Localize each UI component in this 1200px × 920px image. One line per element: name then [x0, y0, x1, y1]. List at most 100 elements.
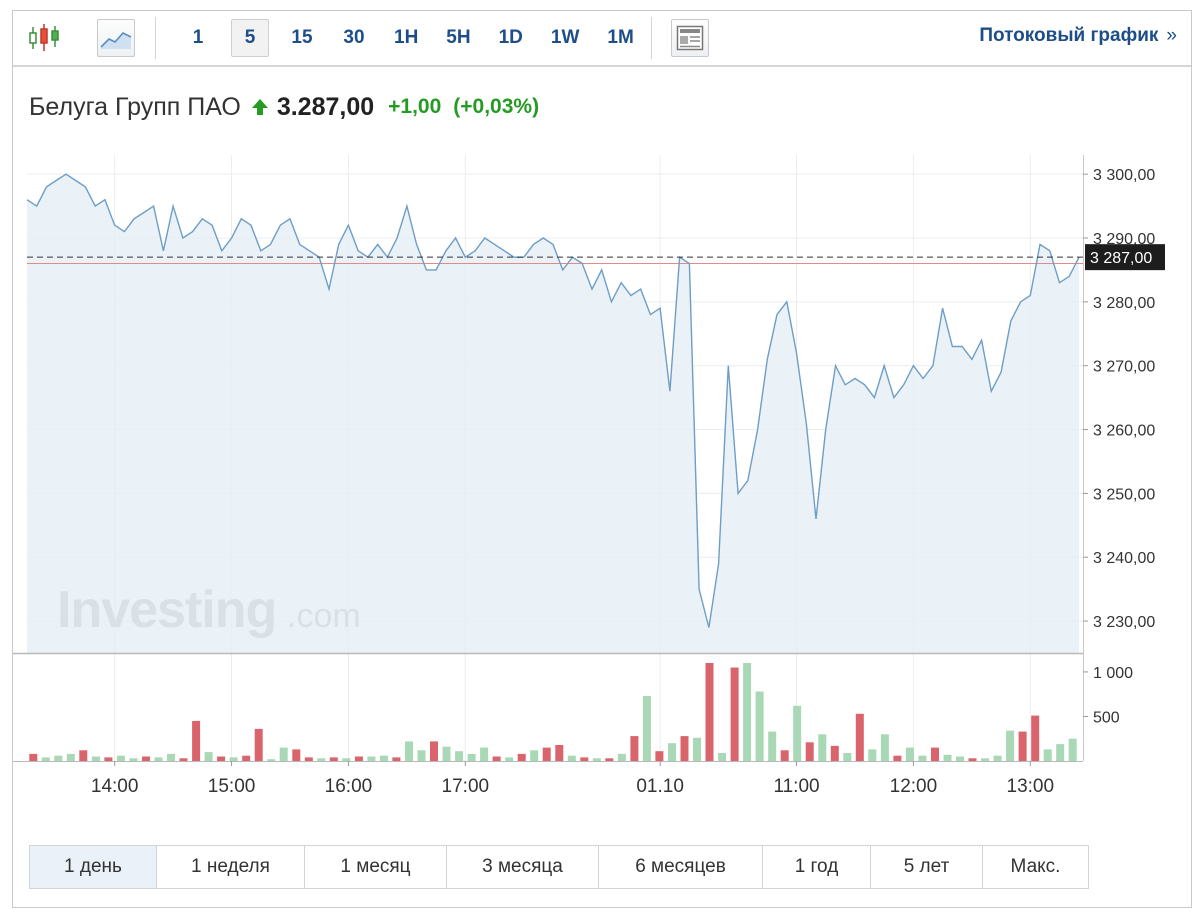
range-button-3[interactable]: 1 месяц — [305, 846, 447, 888]
volume-bar — [104, 757, 113, 761]
range-button-4[interactable]: 3 месяца — [447, 846, 599, 888]
volume-bar — [905, 747, 914, 761]
volume-bar — [66, 753, 75, 761]
volume-bar — [29, 753, 38, 761]
volume-bar — [455, 751, 464, 761]
volume-bar — [830, 745, 839, 761]
streaming-chart-link[interactable]: Потоковый график » — [979, 25, 1177, 47]
volume-bar — [167, 753, 175, 761]
volume-bar — [755, 691, 764, 761]
volume-bar — [292, 749, 301, 761]
interval-5[interactable]: 5 — [231, 19, 269, 57]
double-chevron-right-icon: » — [1166, 25, 1177, 46]
x-tick-label: 17:00 — [442, 776, 490, 797]
volume-bar — [705, 663, 714, 761]
range-button-8[interactable]: Макс. — [1010, 856, 1061, 877]
area-chart-icon[interactable] — [97, 19, 135, 57]
volume-bar — [217, 756, 226, 761]
volume-bar — [54, 755, 63, 761]
volume-bar — [918, 755, 927, 761]
volume-bar — [505, 757, 514, 761]
range-button-2[interactable]: 1 неделя — [157, 846, 305, 888]
volume-tick-label: 500 — [1093, 709, 1120, 726]
volume-bar — [642, 696, 651, 761]
interval-1[interactable]: 1 — [192, 27, 204, 48]
volume-bar — [542, 747, 551, 761]
price-line — [26, 173, 1080, 628]
volume-bar — [780, 750, 789, 761]
quote-header: Белуга Групп ПАО 3.287,00 +1,00 (+0,03%) — [29, 91, 539, 123]
volume-bar — [142, 756, 150, 761]
volume-bar — [968, 758, 977, 761]
volume-bar — [41, 757, 50, 761]
volume-bar — [617, 753, 626, 761]
volume-bar — [229, 757, 238, 761]
x-tick-label: 14:00 — [91, 776, 139, 797]
volume-bar — [793, 705, 802, 761]
volume-bar — [354, 756, 363, 761]
y-tick-label: 3 270,00 — [1093, 359, 1155, 376]
volume-bar — [931, 747, 939, 761]
volume-bar — [392, 757, 401, 761]
volume-bar — [530, 750, 539, 761]
range-button-7[interactable]: 5 лет — [871, 846, 983, 888]
volume-bar — [79, 750, 88, 761]
volume-bar — [580, 757, 589, 761]
range-button-5[interactable]: 6 месяцев — [599, 846, 763, 888]
interval-30[interactable]: 30 — [343, 27, 365, 48]
volume-bar — [630, 736, 639, 761]
price-chart[interactable]: Investing.com3 300,003 290,003 280,003 2… — [13, 141, 1191, 811]
volume-bar — [843, 753, 852, 761]
volume-bar — [730, 667, 739, 761]
news-icon[interactable] — [671, 19, 709, 57]
volume-bar — [818, 734, 827, 761]
volume-bar — [179, 758, 188, 761]
candlestick-icon[interactable] — [25, 19, 63, 57]
x-tick-label: 13:00 — [1007, 776, 1055, 797]
y-tick-label: 3 280,00 — [1093, 295, 1155, 312]
volume-bar — [517, 753, 526, 761]
volume-bar — [116, 755, 125, 761]
interval-5h[interactable]: 5H — [446, 27, 471, 48]
volume-bar — [329, 757, 338, 761]
arrow-up-icon — [251, 99, 268, 115]
interval-1w[interactable]: 1W — [550, 27, 580, 48]
volume-bar — [718, 753, 727, 761]
volume-bar — [242, 755, 251, 761]
volume-bar — [1018, 731, 1027, 761]
volume-bar — [743, 663, 752, 761]
volume-bar — [1006, 730, 1015, 761]
interval-1h[interactable]: 1H — [394, 27, 419, 48]
volume-bar — [655, 751, 664, 761]
volume-bar — [279, 747, 288, 761]
volume-bar — [417, 750, 426, 761]
volume-bar — [430, 741, 438, 761]
interval-1m[interactable]: 1M — [607, 27, 634, 48]
range-button-1[interactable]: 1 день — [30, 846, 157, 888]
y-tick-label: 3 250,00 — [1093, 486, 1155, 503]
interval-selector: 1 5 15 30 1H 5H 1D 1W 1M — [179, 19, 655, 57]
volume-bar — [342, 758, 351, 761]
volume-bar — [893, 755, 902, 761]
volume-bar — [555, 745, 564, 761]
volume-bar — [192, 720, 201, 761]
volume-bar — [367, 756, 376, 761]
instrument-name: Белуга Групп ПАО — [29, 92, 241, 121]
price-area — [27, 174, 1079, 653]
volume-bar — [1043, 749, 1052, 761]
volume-bar — [605, 758, 614, 761]
x-tick-label: 01.10 — [636, 776, 684, 797]
last-price: 3.287,00 — [276, 92, 375, 121]
volume-bar — [768, 731, 777, 761]
y-tick-label: 3 260,00 — [1093, 423, 1155, 440]
range-button-6[interactable]: 1 год — [763, 846, 871, 888]
y-tick-label: 3 290,00 — [1093, 231, 1155, 248]
volume-bar — [1068, 738, 1077, 761]
interval-15[interactable]: 15 — [291, 27, 313, 48]
x-tick-label: 11:00 — [773, 776, 819, 797]
x-tick-label: 12:00 — [890, 776, 938, 797]
volume-bar — [956, 756, 964, 761]
interval-1d[interactable]: 1D — [498, 27, 523, 48]
volume-bar — [129, 758, 138, 761]
volume-bar — [680, 736, 689, 761]
